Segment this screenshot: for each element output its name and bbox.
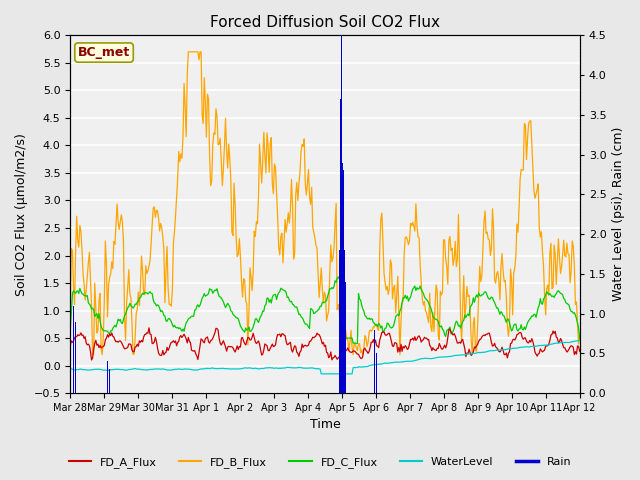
Bar xyxy=(342,163,343,393)
Bar xyxy=(345,282,346,393)
Bar xyxy=(339,250,340,393)
Bar xyxy=(340,99,341,393)
Bar xyxy=(73,306,74,393)
Bar xyxy=(358,393,359,421)
Y-axis label: Soil CO2 Flux (μmol/m2/s): Soil CO2 Flux (μmol/m2/s) xyxy=(15,133,28,296)
Bar xyxy=(347,393,348,421)
Bar xyxy=(411,393,412,429)
Bar xyxy=(350,393,351,417)
Title: Forced Diffusion Soil CO2 Flux: Forced Diffusion Soil CO2 Flux xyxy=(210,15,440,30)
X-axis label: Time: Time xyxy=(310,419,340,432)
Y-axis label: Water Level (psi), Rain (cm): Water Level (psi), Rain (cm) xyxy=(612,127,625,301)
Bar xyxy=(109,369,110,393)
Bar xyxy=(107,361,108,393)
Bar xyxy=(376,353,377,393)
Bar xyxy=(344,250,346,393)
Bar xyxy=(374,329,375,393)
Legend: FD_A_Flux, FD_B_Flux, FD_C_Flux, WaterLevel, Rain: FD_A_Flux, FD_B_Flux, FD_C_Flux, WaterLe… xyxy=(64,452,576,472)
Bar xyxy=(343,170,344,393)
Bar xyxy=(75,322,76,393)
Bar xyxy=(341,0,342,393)
Text: BC_met: BC_met xyxy=(78,46,130,59)
